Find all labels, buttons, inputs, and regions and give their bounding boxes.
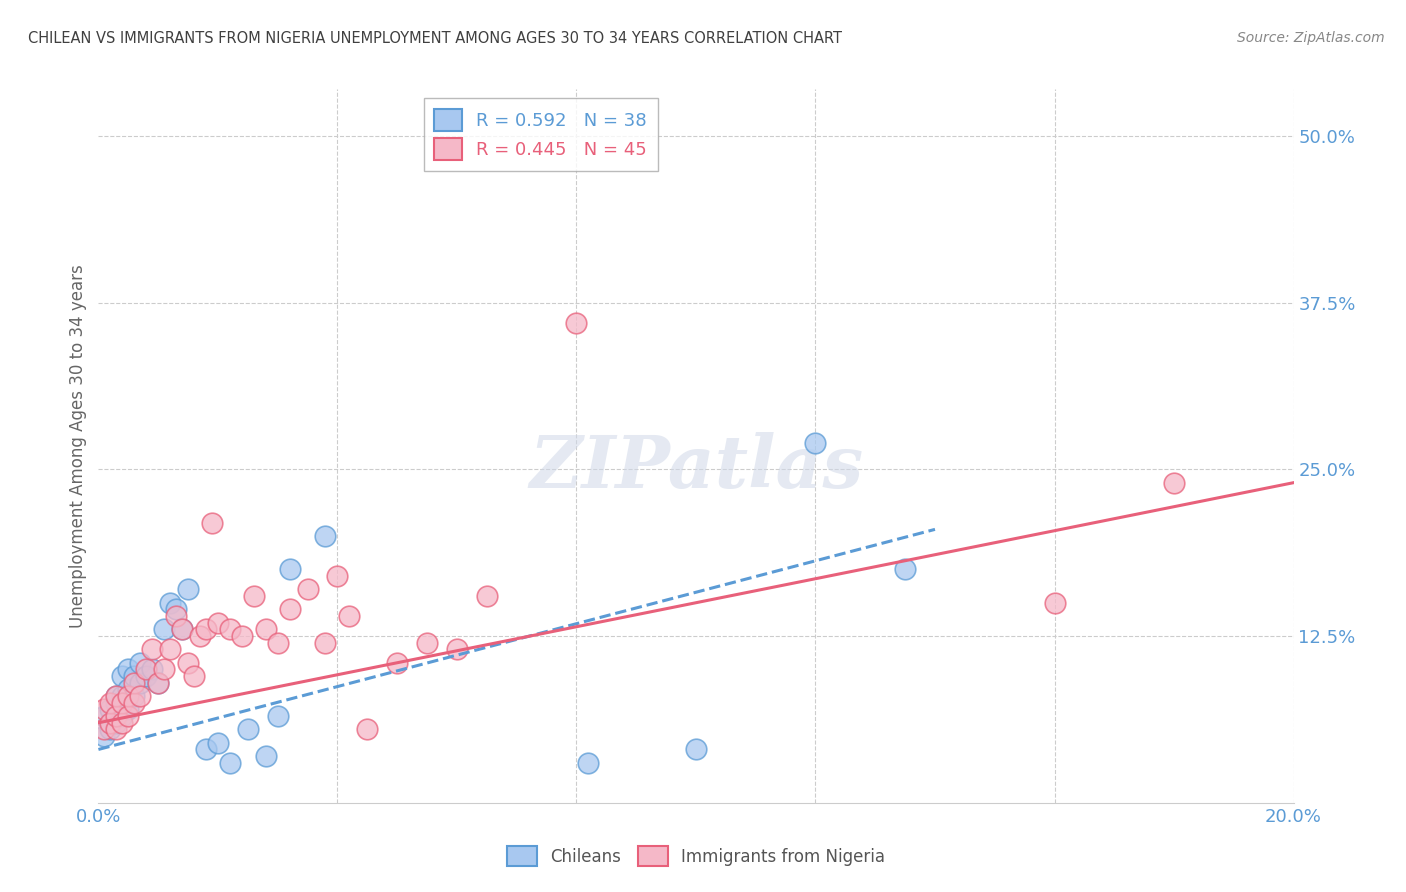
Point xyxy=(105,709,128,723)
Text: Source: ZipAtlas.com: Source: ZipAtlas.com xyxy=(1237,31,1385,45)
Point xyxy=(98,696,122,710)
Point xyxy=(129,656,152,670)
Point xyxy=(153,623,176,637)
Point xyxy=(172,623,194,637)
Point xyxy=(578,756,600,770)
Point xyxy=(236,723,259,737)
Point xyxy=(188,629,211,643)
Point xyxy=(416,636,439,650)
Point xyxy=(98,715,122,730)
Point xyxy=(93,702,115,716)
Point xyxy=(93,729,115,743)
Point xyxy=(111,689,134,703)
Point xyxy=(129,689,152,703)
Point xyxy=(326,569,349,583)
Point xyxy=(105,696,128,710)
Point xyxy=(194,623,218,637)
Point xyxy=(105,689,128,703)
Point xyxy=(172,623,194,637)
Point xyxy=(804,435,827,450)
Point xyxy=(356,723,378,737)
Point xyxy=(148,675,170,690)
Point xyxy=(159,642,181,657)
Point xyxy=(219,623,242,637)
Point xyxy=(297,582,319,597)
Point xyxy=(159,596,181,610)
Point xyxy=(1043,596,1066,610)
Point xyxy=(201,516,224,530)
Point xyxy=(475,589,498,603)
Point xyxy=(141,662,163,676)
Point xyxy=(135,669,157,683)
Point xyxy=(1163,475,1185,490)
Point xyxy=(117,689,139,703)
Point xyxy=(135,662,157,676)
Point xyxy=(565,316,588,330)
Point xyxy=(339,609,360,624)
Point xyxy=(105,723,128,737)
Point xyxy=(117,702,139,716)
Point xyxy=(267,636,290,650)
Point xyxy=(117,709,139,723)
Point xyxy=(124,675,146,690)
Point xyxy=(124,669,146,683)
Point xyxy=(98,715,122,730)
Point xyxy=(98,702,122,716)
Point xyxy=(243,589,266,603)
Y-axis label: Unemployment Among Ages 30 to 34 years: Unemployment Among Ages 30 to 34 years xyxy=(69,264,87,628)
Point xyxy=(177,582,200,597)
Point xyxy=(98,723,122,737)
Point xyxy=(685,742,707,756)
Point xyxy=(231,629,253,643)
Point xyxy=(219,756,242,770)
Point xyxy=(183,669,205,683)
Legend: Chileans, Immigrants from Nigeria: Chileans, Immigrants from Nigeria xyxy=(501,839,891,873)
Point xyxy=(315,636,337,650)
Point xyxy=(105,715,128,730)
Point xyxy=(93,709,115,723)
Point xyxy=(207,736,229,750)
Text: ZIPatlas: ZIPatlas xyxy=(529,432,863,503)
Point xyxy=(111,669,134,683)
Point xyxy=(105,689,128,703)
Point xyxy=(93,723,115,737)
Point xyxy=(207,615,229,630)
Point xyxy=(148,675,170,690)
Point xyxy=(446,642,468,657)
Point xyxy=(117,662,139,676)
Point xyxy=(141,642,163,657)
Point xyxy=(153,662,176,676)
Point xyxy=(194,742,218,756)
Point xyxy=(278,562,301,576)
Point xyxy=(254,749,277,764)
Text: CHILEAN VS IMMIGRANTS FROM NIGERIA UNEMPLOYMENT AMONG AGES 30 TO 34 YEARS CORREL: CHILEAN VS IMMIGRANTS FROM NIGERIA UNEMP… xyxy=(28,31,842,46)
Point xyxy=(278,602,301,616)
Point xyxy=(177,656,200,670)
Point xyxy=(117,682,139,697)
Point xyxy=(894,562,917,576)
Point xyxy=(254,623,277,637)
Point xyxy=(111,709,134,723)
Point xyxy=(315,529,337,543)
Point xyxy=(111,696,134,710)
Point xyxy=(124,696,146,710)
Point xyxy=(165,602,187,616)
Point xyxy=(129,675,152,690)
Point xyxy=(124,689,146,703)
Point xyxy=(385,656,409,670)
Point xyxy=(165,609,187,624)
Point xyxy=(111,715,134,730)
Point xyxy=(267,709,290,723)
